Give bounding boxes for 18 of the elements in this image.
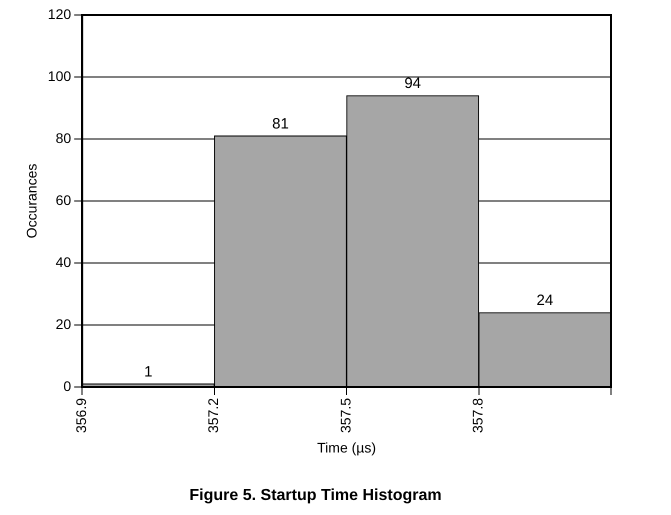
y-tick-label: 120 bbox=[48, 6, 72, 22]
data-label: 24 bbox=[536, 292, 554, 310]
x-tick-label: 357.5 bbox=[337, 398, 354, 434]
data-label: 94 bbox=[404, 75, 422, 92]
y-tick-label: 100 bbox=[48, 68, 72, 84]
y-tick-label: 40 bbox=[56, 254, 72, 270]
y-tick-label: 0 bbox=[63, 378, 72, 394]
x-tick-label: 356.9 bbox=[73, 398, 90, 434]
text: Figure 5. Startup Time Histogram bbox=[189, 486, 442, 504]
y-tick-label: 20 bbox=[56, 316, 72, 332]
data-label: 1 bbox=[144, 364, 152, 381]
y-tick-label: 60 bbox=[56, 192, 72, 208]
data-label: 81 bbox=[272, 116, 289, 133]
y-axis-title: Occurances bbox=[23, 164, 40, 238]
y-tick-label: 80 bbox=[56, 130, 72, 146]
x-axis-title: Time (µs) bbox=[317, 439, 376, 456]
x-tick-label: 357.2 bbox=[205, 398, 222, 434]
x-tick-label: 357.8 bbox=[470, 398, 486, 434]
